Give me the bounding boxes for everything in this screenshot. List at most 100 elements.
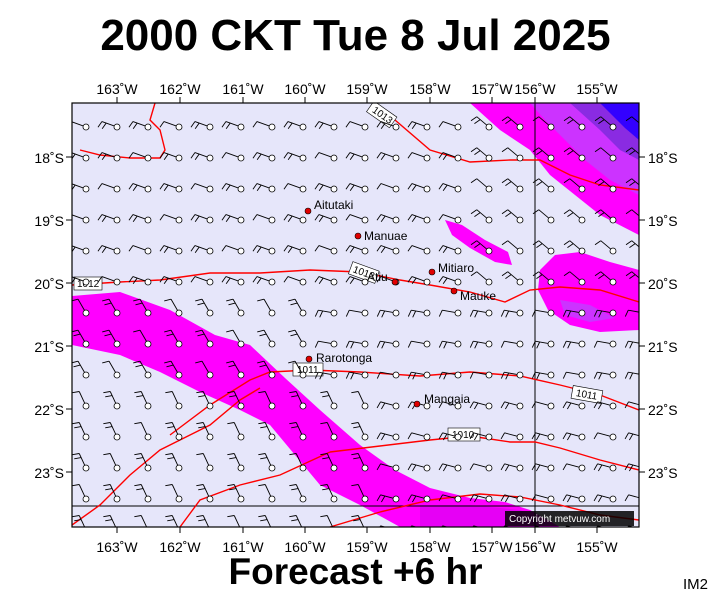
lat-right-21s: 21˚S xyxy=(648,339,678,355)
wind-barb xyxy=(320,422,338,441)
island-marker-manuae xyxy=(354,232,362,240)
wind-barb xyxy=(376,401,400,410)
wind-barb xyxy=(469,494,493,503)
lat-right-18s: 18˚S xyxy=(648,150,678,166)
wind-barb xyxy=(102,298,121,317)
wind-barb xyxy=(532,209,555,224)
isobar-1010 xyxy=(72,387,261,526)
wind-barb xyxy=(593,340,617,348)
wind-barb xyxy=(134,515,150,527)
wind-barb xyxy=(72,391,90,410)
wind-barb xyxy=(345,371,369,380)
wind-barb xyxy=(133,360,152,379)
wind-barb xyxy=(376,245,400,255)
wind-barb xyxy=(624,494,639,502)
wind-barb xyxy=(252,152,276,162)
wind-barb xyxy=(351,391,369,410)
wind-barb xyxy=(196,484,214,503)
wind-barb xyxy=(531,309,555,317)
wind-barb xyxy=(196,453,214,472)
wind-barb xyxy=(72,360,90,379)
wind-barb xyxy=(407,340,431,348)
wind-barb xyxy=(314,214,338,224)
wind-barb xyxy=(128,121,152,131)
wind-barb xyxy=(407,309,431,318)
wind-barb xyxy=(164,298,183,317)
wind-barb xyxy=(438,214,462,224)
wind-barb xyxy=(469,432,493,441)
wind-barb xyxy=(407,276,431,286)
lon-top-161w: 161˚W xyxy=(222,81,264,97)
wind-barb xyxy=(345,309,369,317)
island-label-atiu: Atiu xyxy=(367,270,388,284)
lat-right-19s: 19˚S xyxy=(648,213,678,229)
wind-barb xyxy=(469,401,493,410)
wind-barb xyxy=(159,245,183,255)
wind-barb xyxy=(376,340,400,349)
wind-barb xyxy=(72,245,90,255)
lat-left-20s: 20˚S xyxy=(34,276,64,292)
wind-barb xyxy=(196,391,214,410)
wind-barb xyxy=(563,209,586,224)
island-label-aitutaki: Aitutaki xyxy=(314,198,353,212)
wind-barb xyxy=(532,240,555,255)
wind-barb xyxy=(562,494,586,503)
wind-barb xyxy=(500,432,524,441)
wind-barb xyxy=(320,453,338,472)
lon-bottom-162w: 162˚W xyxy=(159,539,201,555)
wind-barb xyxy=(283,183,307,193)
image-code: IM2 xyxy=(682,576,708,593)
wind-barb xyxy=(165,391,183,410)
wind-barb xyxy=(469,371,493,379)
wind-east-blob-inner xyxy=(560,300,615,322)
isobar-label-1011-east: 1011 xyxy=(575,388,599,403)
wind-barb xyxy=(438,121,462,131)
wind-barb xyxy=(221,245,245,255)
wind-barb xyxy=(128,183,152,193)
wind-barb xyxy=(501,209,524,224)
wind-barb xyxy=(159,214,183,224)
wind-barb xyxy=(72,183,90,193)
wind-barb xyxy=(252,245,276,255)
wind-barb xyxy=(438,152,462,162)
wind-barb xyxy=(438,245,462,255)
wind-barb xyxy=(134,391,152,410)
wind-barb xyxy=(407,183,431,193)
wind-barb xyxy=(190,152,214,162)
wind-barb xyxy=(563,116,586,131)
wind-barb xyxy=(227,484,245,503)
wind-barb xyxy=(252,121,276,131)
wind-band-southwest xyxy=(72,292,560,527)
wind-barb xyxy=(196,422,214,441)
wind-barb xyxy=(103,484,121,503)
wind-barb xyxy=(376,371,400,379)
wind-barb xyxy=(72,515,88,527)
wind-barb xyxy=(345,340,369,349)
wind-barb xyxy=(164,329,183,348)
wind-barb xyxy=(190,276,214,286)
wind-barb xyxy=(625,209,639,217)
wind-barb xyxy=(288,360,307,379)
wind-barb xyxy=(593,494,617,503)
wind-barb xyxy=(289,453,307,472)
isobar-middle xyxy=(72,269,639,303)
wind-barb xyxy=(624,432,639,441)
wind-barb xyxy=(469,340,493,349)
wind-barb xyxy=(134,484,152,503)
wind-barb xyxy=(289,515,305,527)
wind-barb xyxy=(563,271,586,286)
wind-barb xyxy=(195,329,214,348)
wind-barb xyxy=(165,422,183,441)
wind-barb xyxy=(593,309,617,318)
wind-barb xyxy=(438,401,462,410)
wind-barb xyxy=(501,178,524,193)
wind-barb xyxy=(531,371,555,380)
wind-barb xyxy=(72,276,90,286)
lat-left-22s: 22˚S xyxy=(34,402,64,418)
wind-barb xyxy=(531,340,555,349)
wind-barb xyxy=(469,463,493,472)
wind-barb xyxy=(593,371,617,380)
wind-barb xyxy=(134,422,152,441)
wind-barb xyxy=(258,391,276,410)
map-axes: 163˚W 162˚W 161˚W 160˚W 159˚W 158˚W 157˚… xyxy=(34,81,677,555)
